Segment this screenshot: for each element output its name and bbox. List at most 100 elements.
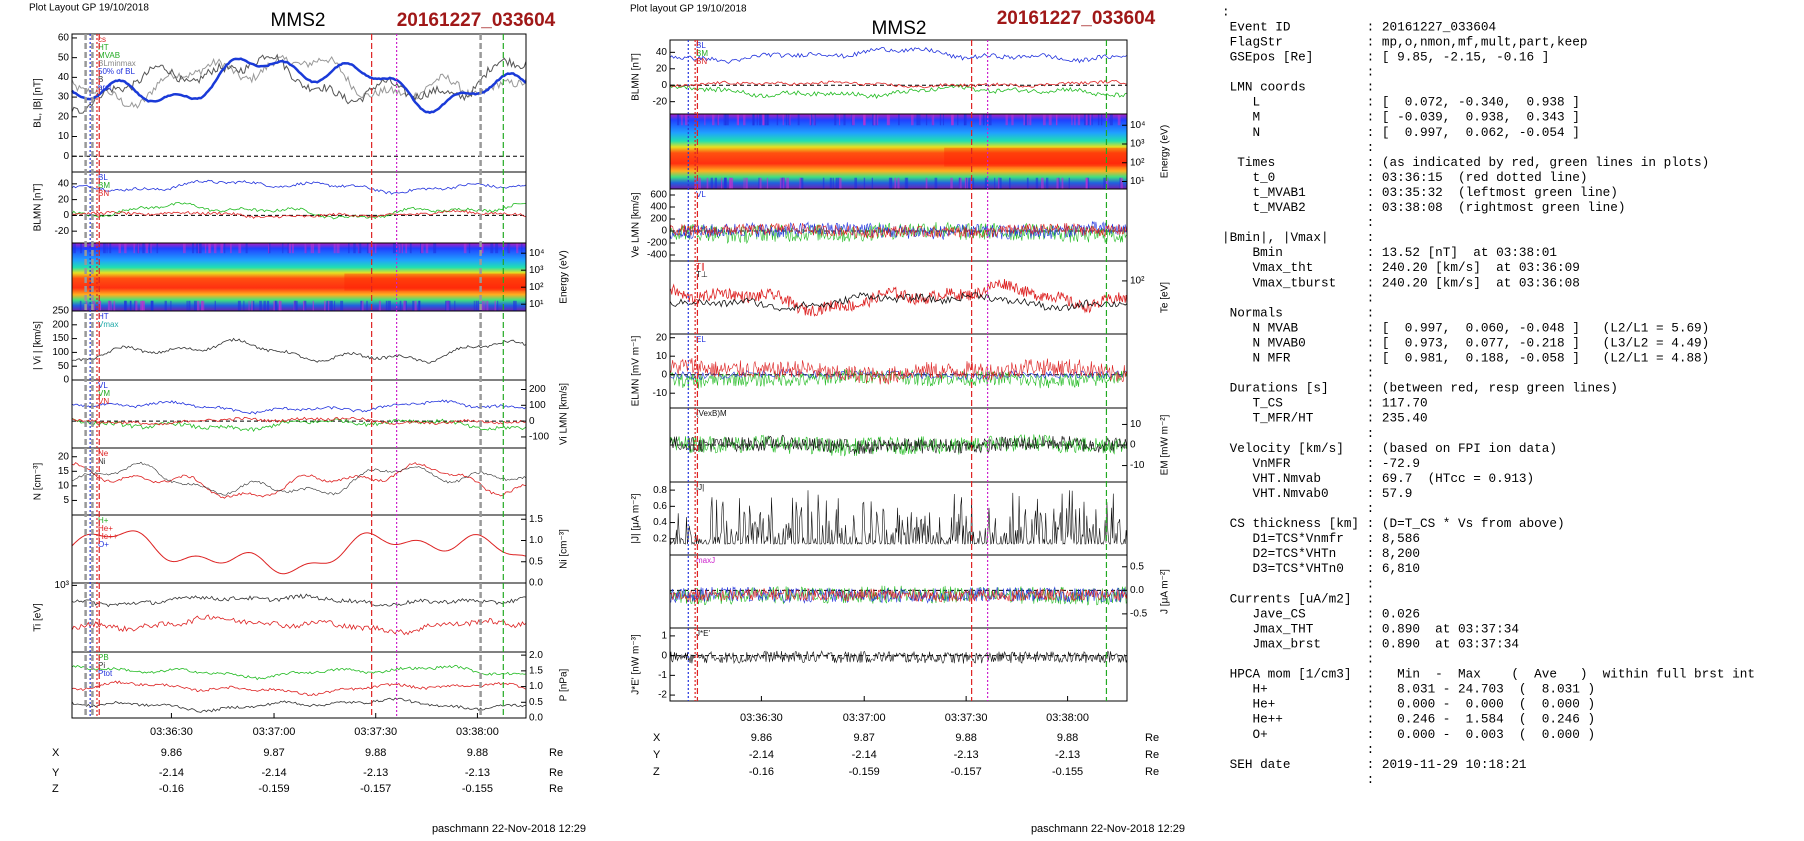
- spectrogram-noise: [894, 177, 897, 189]
- summary-line: Durations [s] : (between red, resp green…: [1222, 381, 1618, 396]
- spectrogram-noise: [767, 114, 770, 126]
- y-tick-label: 60: [58, 33, 70, 44]
- spectrogram-noise: [220, 243, 224, 254]
- spectrogram-noise: [1056, 177, 1059, 189]
- spectrogram-noise: [425, 243, 429, 254]
- spectrogram-noise: [984, 177, 988, 189]
- summary-line: Normals :: [1222, 305, 1374, 320]
- summary-line: N MFR : [ 0.981, 0.188, -0.058 ] (L2/L1 …: [1222, 351, 1709, 366]
- position-value: -0.157: [360, 783, 391, 795]
- spectrogram-noise: [1100, 114, 1103, 126]
- y-tick-label: 2.0: [529, 650, 543, 661]
- spectrogram-noise: [106, 243, 108, 254]
- trace: [72, 416, 527, 426]
- spectrogram-noise: [1042, 114, 1046, 126]
- summary-line: :: [1222, 426, 1374, 441]
- spectrogram-noise: [832, 177, 834, 189]
- summary-line: LMN coords :: [1222, 80, 1374, 95]
- spectrogram-noise: [843, 114, 846, 126]
- spectrogram-noise: [263, 300, 266, 311]
- summary-line: L : [ 0.072, -0.340, 0.938 ]: [1222, 95, 1580, 110]
- summary-line: GSEpos [Re] : [ 9.85, -2.15, -0.16 ]: [1222, 50, 1549, 65]
- trace: [669, 221, 1128, 245]
- y-tick-label: 250: [52, 306, 69, 317]
- spectrogram-noise: [516, 243, 519, 254]
- y-axis-label: Vi LMN [km/s]: [559, 383, 570, 445]
- spectrogram-noise: [1008, 177, 1011, 189]
- trace: [71, 530, 527, 575]
- y-tick-label: -10: [1130, 460, 1145, 471]
- panel-frame: [669, 188, 1128, 262]
- spectrogram-noise: [1035, 177, 1039, 189]
- trace: [669, 650, 1128, 665]
- spectrogram-noise: [292, 243, 294, 254]
- spectrogram-noise: [1119, 177, 1121, 189]
- summary-line: T_MFR/HT : 235.40: [1222, 411, 1428, 426]
- spectrogram-noise: [79, 300, 82, 311]
- spectrogram-noise: [876, 114, 879, 126]
- y-tick-label: 0: [529, 416, 535, 427]
- summary-line: Event ID : 20161227_033604: [1222, 19, 1496, 34]
- spectrogram-noise: [238, 243, 242, 254]
- spectrogram-noise: [295, 300, 298, 311]
- spectrogram-noise: [743, 177, 745, 189]
- summary-line: D3=TCS*VHTn0 : 6,810: [1222, 561, 1420, 576]
- legend-entry: Ni: [98, 457, 106, 466]
- spectrogram-noise: [197, 300, 200, 311]
- y-tick-label: 40: [58, 178, 70, 189]
- spectrogram-noise: [333, 243, 336, 254]
- y-axis-label: Ni [cm⁻³]: [559, 529, 570, 569]
- y-tick-label: 0.8: [653, 485, 667, 496]
- y-tick-label: 1.0: [529, 681, 543, 692]
- spectrogram-noise: [906, 177, 909, 189]
- spectrogram-noise: [80, 243, 83, 254]
- position-value: -0.159: [849, 766, 880, 778]
- spectrogram-noise: [142, 243, 145, 254]
- y-tick-label: 40: [58, 72, 70, 83]
- trace: [669, 434, 1128, 455]
- spectrogram-noise: [785, 114, 788, 126]
- y-axis-label: N [cm⁻³]: [33, 463, 44, 501]
- spectrogram-noise: [333, 300, 336, 311]
- y-tick-label: 10⁴: [1130, 120, 1145, 131]
- spectrogram-noise: [765, 114, 768, 126]
- spectrogram-noise: [698, 177, 701, 189]
- spectrogram-noise: [164, 300, 167, 311]
- spectrogram-noise: [678, 114, 680, 126]
- legend-entry: T⊥: [696, 270, 708, 279]
- spectrogram-noise: [681, 114, 683, 126]
- spectrogram-noise: [756, 114, 758, 126]
- spectrogram-noise: [1026, 177, 1029, 189]
- legend-entry: cs: [98, 35, 106, 44]
- y-axis-label: J*E' [nW m⁻³]: [631, 634, 642, 695]
- spectrogram-noise: [835, 177, 838, 189]
- trace: [71, 593, 527, 608]
- position-value: -0.155: [462, 783, 493, 795]
- y-tick-label: 1.5: [529, 514, 543, 525]
- spectrogram-noise: [898, 114, 900, 126]
- legend-entry: T∥: [696, 262, 705, 271]
- spectrogram-noise: [141, 300, 144, 311]
- spectrogram-noise: [481, 243, 483, 254]
- spectrogram-noise: [723, 114, 727, 126]
- spectrogram-noise: [113, 300, 116, 311]
- spectrogram-noise: [273, 300, 276, 311]
- spectrogram-noise: [486, 300, 489, 311]
- spectrogram-noise: [109, 243, 112, 254]
- spectrogram-noise: [401, 243, 403, 254]
- trace: [669, 357, 1128, 385]
- spectrogram-noise: [714, 177, 717, 189]
- spectrogram-noise: [1109, 114, 1113, 126]
- position-value: -0.16: [159, 783, 184, 795]
- y-tick-label: 0.0: [529, 713, 543, 724]
- spectrogram-noise: [979, 114, 982, 126]
- legend-entry: HT: [98, 312, 109, 321]
- y-tick-label: 0: [1130, 440, 1136, 451]
- spectrogram-noise: [1046, 177, 1049, 189]
- spectrogram-noise: [366, 300, 368, 311]
- spectrogram-noise: [118, 243, 121, 254]
- panel-frame: [669, 481, 1128, 556]
- spectrogram-noise: [150, 300, 154, 311]
- spectrogram-noise: [338, 243, 340, 254]
